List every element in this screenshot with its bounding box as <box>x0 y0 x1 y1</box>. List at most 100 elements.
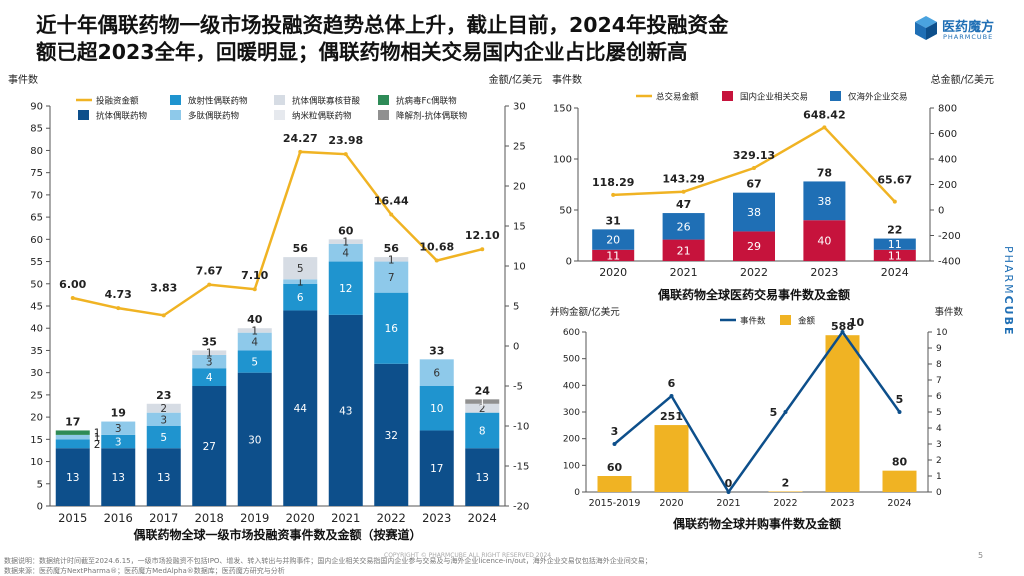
brand-logo: 医药魔方 PHARMCUBE <box>912 14 1012 42</box>
event-count-point <box>612 442 617 446</box>
legend-item-label: 抗体偶联药物 <box>96 111 148 122</box>
bar-segment-label: 12 <box>339 283 352 295</box>
chart-title: 偶联药物全球医药交易事件数及金额 <box>658 287 850 302</box>
cube-logo-icon <box>915 16 937 40</box>
bar-segment-label: 4 <box>342 248 349 260</box>
y-tick-label: 40 <box>30 324 43 335</box>
y-tick-label: 50 <box>559 206 572 217</box>
slide-title: 近十年偶联药物一级市场投融资趋势总体上升，截止目前，2024年投融资金 额已超2… <box>36 12 886 66</box>
x-tick-label: 2019 <box>240 511 269 525</box>
y2-tick-label: 7 <box>936 376 942 386</box>
side-brand-text: PHARMCUBE <box>1002 246 1015 336</box>
event-count-point <box>897 410 902 414</box>
y-tick-label: 500 <box>563 355 580 365</box>
y2-tick-label: -200 <box>938 231 961 242</box>
amount-bar-label: 2 <box>782 476 790 489</box>
y-tick-label: 100 <box>553 155 572 166</box>
y-axis-label: 事件数 <box>552 73 582 86</box>
y-tick-label: 5 <box>37 479 43 490</box>
y2-tick-label: 25 <box>513 142 526 153</box>
legend-item-label: 放射性偶联药物 <box>188 96 248 107</box>
bar-segment <box>873 249 916 261</box>
legend-item-swatch <box>274 110 285 120</box>
bar-segment <box>55 439 90 449</box>
bar-segment <box>465 399 500 404</box>
y-tick-label: 60 <box>30 235 43 246</box>
bar-segment <box>733 192 775 232</box>
bar-total-label: 35 <box>202 335 217 348</box>
y2-tick-label: 4 <box>936 424 942 434</box>
funding-amount-point <box>343 152 348 157</box>
y2-tick-label: 0 <box>936 488 942 498</box>
side-brand-pharm: PHARM <box>1002 246 1015 296</box>
amount-bar <box>597 476 632 492</box>
y-axis-label: 事件数 <box>8 73 38 86</box>
bar-segment-label: 38 <box>817 195 831 208</box>
bar-segment <box>283 310 318 506</box>
bar-segment <box>733 231 775 261</box>
y2-tick-label: 5 <box>513 302 519 313</box>
bar-segment <box>101 421 136 435</box>
x-tick-label: 2024 <box>881 266 909 279</box>
legend-item-label: 纳米粒偶联药物 <box>292 111 352 122</box>
y2-tick-label: 200 <box>938 180 957 191</box>
x-tick-label: 2021 <box>716 498 740 509</box>
bar-segment <box>146 403 181 413</box>
amount-bar <box>825 335 860 492</box>
legend-item-label: 仅海外企业交易 <box>848 92 908 103</box>
deal-amount-label: 65.67 <box>877 174 912 187</box>
bar-segment-label: 1 <box>206 348 213 360</box>
bar-segment <box>328 261 363 315</box>
y2-tick-label: 10 <box>936 328 948 338</box>
bar-segment-label: 4 <box>206 372 213 384</box>
x-tick-label: 2020 <box>599 266 627 279</box>
bar-segment-label: 1 <box>297 277 304 289</box>
y2-tick-label: 15 <box>513 222 526 233</box>
amount-bar-label: 251 <box>660 410 683 423</box>
bar-segment <box>192 368 227 386</box>
x-tick-label: 2024 <box>887 498 911 509</box>
funding-amount-label: 6.00 <box>59 278 86 291</box>
bar-segment <box>328 314 363 506</box>
y-tick-label: 75 <box>30 168 43 179</box>
funding-amount-point <box>389 212 394 217</box>
bar-segment-label: 3 <box>115 423 122 435</box>
y-tick-label: 85 <box>30 124 43 135</box>
amount-bar-label: 80 <box>892 456 908 469</box>
copyright-text: COPYRIGHT © PHARMCUBE ALL RIGHT RESERVED… <box>384 552 552 559</box>
bar-total-label: 40 <box>247 313 263 326</box>
brand-subtitle: PHARMCUBE <box>943 33 994 41</box>
bar-segment-label: 16 <box>385 323 399 335</box>
y2-tick-label: 800 <box>938 104 957 115</box>
y2-tick-label: 8 <box>936 360 942 370</box>
x-tick-label: 2021 <box>331 511 360 525</box>
amount-bar-label: 588 <box>831 320 854 333</box>
footnote-data-source: 数据来源：医药魔方NextPharma®；医药魔方MedAlpha®数据库；医药… <box>4 567 285 575</box>
funding-amount-label: 16.44 <box>374 194 409 207</box>
y2-tick-label: 2 <box>936 456 942 466</box>
bar-segment-label: 13 <box>66 472 79 484</box>
deal-amount-label: 118.29 <box>592 176 634 189</box>
deal-amount-point <box>822 125 827 130</box>
funding-amount-point <box>207 282 212 287</box>
funding-amount-point <box>434 258 439 263</box>
y2-tick-label: 3 <box>936 440 942 450</box>
bar-segment <box>465 403 500 413</box>
bar-segment <box>237 332 272 351</box>
legend-item-label: 降解剂-抗体偶联物 <box>396 111 468 122</box>
bar-segment <box>283 257 318 280</box>
funding-amount-point <box>116 306 121 311</box>
bar-segment-label: 3 <box>115 437 122 449</box>
bar-segment <box>146 448 181 506</box>
bar-segment-label: 1 <box>479 397 486 409</box>
mna-chart: 并购金额/亿美元 事件数01002003004005006000123456789… <box>550 306 963 531</box>
y2-tick-label: 30 <box>513 102 526 113</box>
bar-segment <box>592 249 635 261</box>
y-tick-label: 10 <box>30 457 43 468</box>
chart-title: 偶联药物全球并购事件数及金额 <box>673 516 841 531</box>
bar-segment-label: 11 <box>888 238 902 251</box>
bar-segment <box>419 430 454 506</box>
x-tick-label: 2016 <box>104 511 133 525</box>
funding-amount-point <box>252 287 257 292</box>
funding-amount-label: 7.10 <box>241 269 268 282</box>
